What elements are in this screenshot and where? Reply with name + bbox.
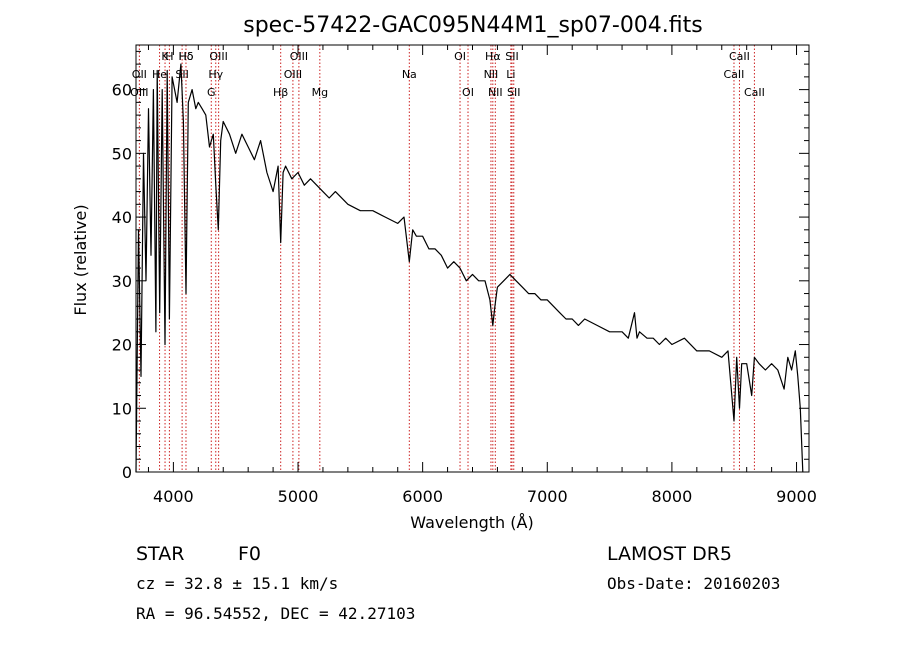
emission-line-markers	[138, 45, 755, 472]
line-marker-label: OIII	[290, 50, 308, 63]
coords-text: RA = 96.54552, DEC = 42.27103	[136, 604, 415, 623]
y-axis-label: Flux (relative)	[71, 204, 90, 315]
line-marker-label: G	[207, 86, 216, 99]
line-marker-label: OI	[454, 50, 466, 63]
y-tick-label: 60	[112, 81, 132, 100]
x-tick-label: 5000	[278, 487, 319, 506]
line-marker-label: Hδ	[178, 50, 193, 63]
line-marker-label: CaII	[724, 68, 745, 81]
y-tick-label: 40	[112, 208, 132, 227]
x-tick-label: 7000	[527, 487, 568, 506]
line-marker-label: OII	[132, 68, 147, 81]
line-marker-label: Li	[506, 68, 515, 81]
x-tick-label: 4000	[153, 487, 194, 506]
x-tick-label: 6000	[402, 487, 443, 506]
line-marker-label: OIII	[284, 68, 302, 81]
line-marker-label: Hδ	[178, 50, 193, 63]
line-marker-label: SII	[505, 50, 518, 63]
line-marker-label: NII	[488, 86, 503, 99]
spectrum-line	[135, 63, 804, 473]
y-tick-label: 0	[122, 463, 132, 482]
line-marker-label: SII	[175, 68, 188, 81]
y-tick-label: 50	[112, 144, 132, 163]
x-axis-ticks: 4000 5000 6000 7000 8000 9000	[147, 45, 817, 506]
line-marker-label: He	[152, 68, 167, 81]
line-marker-label: Na	[402, 68, 417, 81]
plot-frame	[135, 44, 810, 473]
line-marker-label: CaII	[729, 50, 750, 63]
obs-date-text: Obs-Date: 20160203	[607, 574, 780, 593]
spectrum-series	[135, 63, 804, 473]
object-subclass: F0	[238, 543, 261, 565]
line-marker-label: SII	[507, 86, 520, 99]
line-marker-label: NII	[484, 68, 499, 81]
line-marker-label: H	[165, 50, 173, 63]
line-marker-label: Mg	[312, 86, 328, 99]
line-marker-label: CaII	[744, 86, 765, 99]
y-tick-label: 10	[112, 399, 132, 418]
redshift-text: cz = 32.8 ± 15.1 km/s	[136, 574, 338, 593]
object-class: STAR	[136, 543, 184, 565]
x-tick-label: 8000	[652, 487, 693, 506]
line-marker-label: Hγ	[208, 68, 223, 81]
y-tick-label: 30	[112, 272, 132, 291]
line-marker-label: K	[161, 50, 169, 63]
line-marker-label: Hα	[485, 50, 501, 63]
chart-title: spec-57422-GAC095N44M1_sp07-004.fits	[243, 13, 703, 38]
line-marker-label: OIII	[209, 50, 227, 63]
x-tick-label: 9000	[776, 487, 817, 506]
x-axis-label: Wavelength (Å)	[410, 513, 533, 532]
line-marker-label: OIII	[130, 86, 148, 99]
line-marker-label: OI	[462, 86, 474, 99]
y-axis-ticks: 0 10 20 30 40 50 60	[112, 50, 809, 482]
survey-name: LAMOST DR5	[607, 543, 732, 565]
line-marker-label: Hβ	[273, 86, 288, 99]
y-tick-label: 20	[112, 336, 132, 355]
